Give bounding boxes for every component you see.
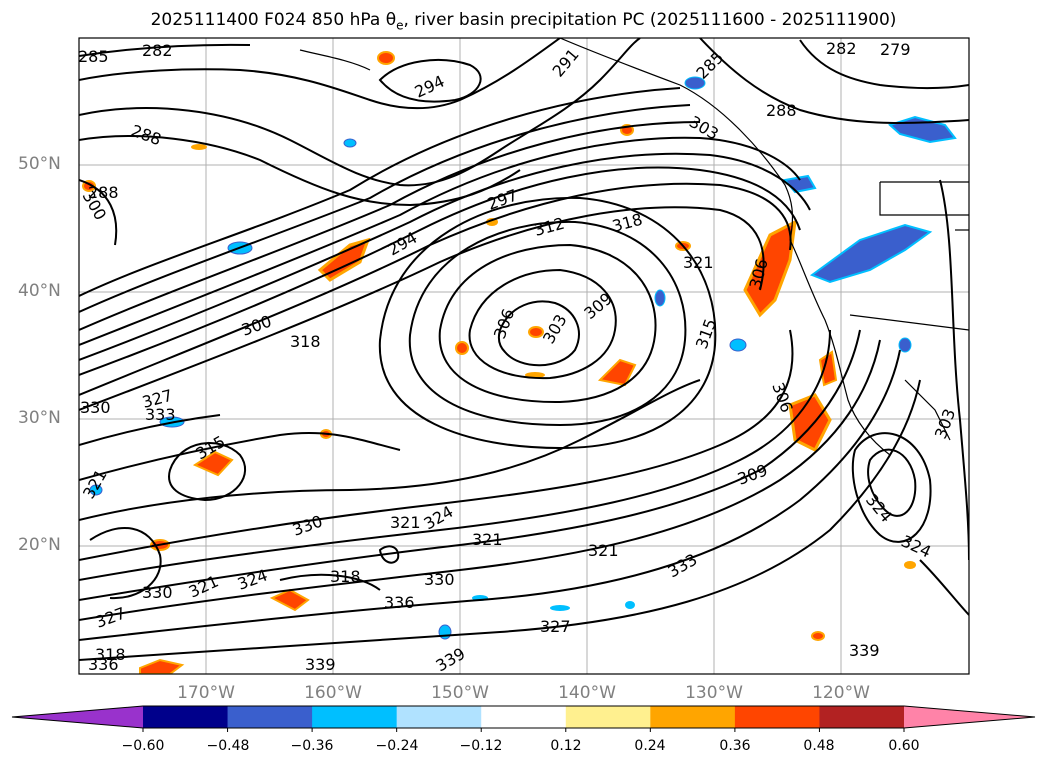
colorbar-tick: 0.36 (719, 738, 751, 754)
contour-label: 327 (540, 617, 571, 636)
colorbar-tick: −0.60 (121, 738, 165, 754)
contour-label: 339 (849, 641, 880, 660)
coastlines (299, 38, 969, 456)
contour-label: 330 (290, 511, 325, 539)
contour-label: 285 (78, 47, 109, 66)
colorbar-tick: 0.48 (803, 738, 835, 754)
contour-label: 297 (485, 185, 520, 213)
colorbar-segment (396, 706, 482, 728)
colorbar-tick: 0.60 (888, 738, 920, 754)
map-frame (78, 37, 970, 675)
contour-label: 330 (424, 570, 455, 589)
contour-label: 339 (433, 644, 469, 676)
contour-label: 321 (472, 530, 503, 549)
lat-label-50n: 50°N (18, 154, 61, 174)
contour-label: 339 (305, 655, 336, 674)
colorbar-tick: −0.48 (206, 738, 250, 754)
contour-label: 333 (145, 405, 176, 424)
map-area (79, 38, 969, 674)
contour-label: 318 (330, 567, 361, 586)
colorbar-segment (481, 706, 567, 728)
contour-label: 321 (79, 466, 111, 502)
contour-label: 321 (683, 253, 714, 272)
colorbar-segment (143, 706, 229, 728)
contour-label: 336 (384, 593, 415, 612)
contour-label: 318 (610, 210, 644, 236)
colorbar-tick: 0.12 (550, 738, 582, 754)
contour-label: 309 (735, 460, 770, 488)
lon-label-170w: 170°W (177, 683, 235, 703)
colorbar (11, 705, 1036, 732)
contour-label: 333 (665, 550, 701, 582)
contour-label: 324 (235, 565, 270, 593)
lon-label-160w: 160°W (304, 683, 362, 703)
contour-label: 279 (880, 40, 911, 59)
lon-label-150w: 150°W (431, 683, 489, 703)
contour-label: 324 (898, 531, 934, 561)
lat-label-40n: 40°N (18, 281, 61, 301)
colorbar-segment (734, 706, 820, 728)
contour-label: 318 (95, 645, 126, 664)
contour-label: 336 (88, 655, 119, 674)
colorbar-extend-low (12, 706, 143, 728)
contour-label: 321 (588, 541, 619, 560)
contour-label: 288 (88, 183, 119, 202)
colorbar-tick: 0.24 (634, 738, 666, 754)
contour-label: 294 (412, 71, 448, 101)
lon-label-140w: 140°W (558, 683, 616, 703)
contour-label: 321 (390, 513, 421, 532)
colorbar-segment (227, 706, 313, 728)
contour-label: 306 (490, 306, 518, 341)
colorbar-extend-high (904, 706, 1035, 728)
lat-label-30n: 30°N (18, 408, 61, 428)
graticule (79, 38, 969, 674)
colorbar-segment (312, 706, 398, 728)
colorbar-tick: −0.24 (375, 738, 419, 754)
lon-label-120w: 120°W (812, 683, 870, 703)
theta-e-contours (79, 38, 969, 661)
contour-label: 330 (142, 583, 173, 602)
colorbar-segment (565, 706, 651, 728)
colorbar-tick: −0.36 (290, 738, 334, 754)
contour-label: 330 (80, 398, 111, 417)
lat-label-20n: 20°N (18, 535, 61, 555)
colorbar-segment (819, 706, 905, 728)
colorbar-tick: −0.12 (459, 738, 503, 754)
contour-label: 321 (186, 571, 222, 601)
contour-label: 309 (580, 289, 616, 323)
contour-label: 288 (766, 101, 797, 120)
contour-label: 282 (826, 39, 857, 58)
map-title: 2025111400 F024 850 hPa θe, river basin … (150, 10, 897, 33)
contour-label: 312 (532, 214, 566, 240)
contour-label: 327 (93, 603, 128, 631)
colorbar-segment (650, 706, 736, 728)
contour-label: 315 (692, 316, 720, 351)
contour-label: 291 (549, 45, 583, 81)
contour-label: 318 (290, 332, 321, 351)
contour-label: 303 (539, 311, 571, 347)
contour-label: 282 (142, 41, 173, 60)
contour-label: 288 (129, 121, 164, 149)
lon-label-130w: 130°W (685, 683, 743, 703)
